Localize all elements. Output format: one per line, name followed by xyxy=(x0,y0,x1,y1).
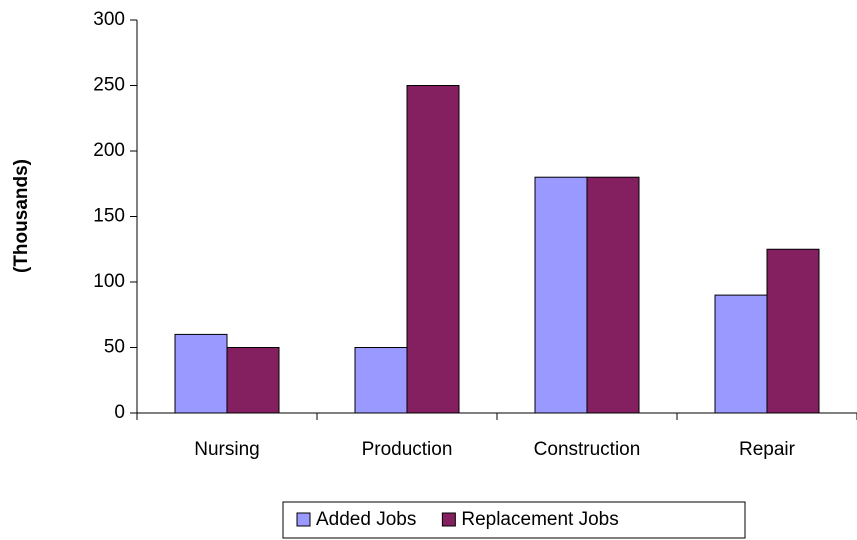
y-tick-label: 200 xyxy=(93,140,125,161)
bar xyxy=(766,248,820,414)
y-tick-label: 0 xyxy=(114,402,125,423)
bar xyxy=(406,85,460,414)
x-tick-label: Construction xyxy=(534,439,641,460)
legend-swatch xyxy=(296,512,311,527)
bar xyxy=(534,176,588,414)
legend-box xyxy=(282,501,746,539)
bar xyxy=(354,347,408,414)
y-tick-label: 250 xyxy=(93,75,125,96)
x-tick-label: Repair xyxy=(739,439,796,460)
legend-swatch xyxy=(441,512,456,527)
bar xyxy=(226,347,280,414)
bar xyxy=(586,176,640,414)
y-axis-label: (Thousands) xyxy=(11,159,32,273)
bar xyxy=(174,333,228,414)
y-tick-label: 100 xyxy=(93,271,125,292)
x-tick-label: Nursing xyxy=(194,439,259,460)
y-tick-label: 150 xyxy=(93,206,125,227)
x-tick-label: Production xyxy=(362,439,453,460)
bar xyxy=(714,294,768,414)
legend-label: Added Jobs xyxy=(316,509,416,530)
y-tick-label: 300 xyxy=(93,9,125,30)
legend-label: Replacement Jobs xyxy=(461,509,618,530)
y-tick-label: 50 xyxy=(104,337,125,358)
